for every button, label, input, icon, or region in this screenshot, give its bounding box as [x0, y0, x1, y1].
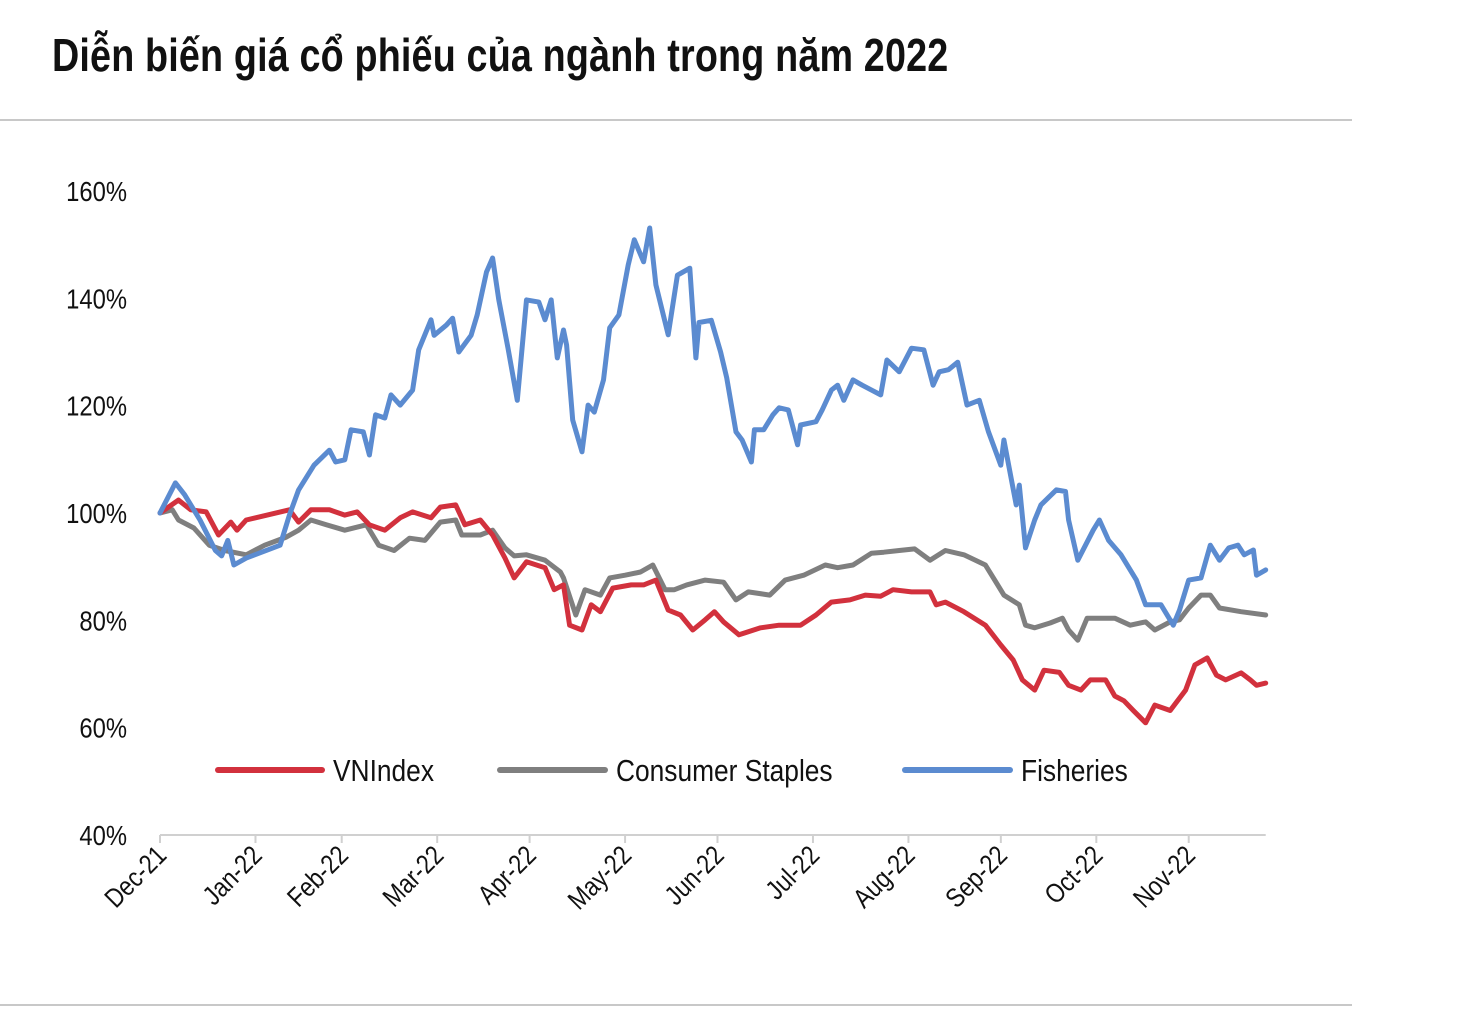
x-tick-label: Mar-22	[377, 840, 450, 913]
x-tick-label: Aug-22	[847, 840, 921, 914]
x-tick-label: Feb-22	[282, 840, 355, 913]
y-tick-label: 80%	[79, 604, 127, 636]
y-tick-label: 60%	[79, 712, 127, 744]
legend-label: VNIndex	[333, 754, 435, 788]
y-tick-label: 160%	[66, 175, 127, 207]
x-tick-label: Sep-22	[940, 840, 1014, 914]
y-axis: 40% 60% 80% 100% 120% 140% 160%	[66, 175, 127, 851]
x-tick-label: Oct-22	[1039, 840, 1109, 910]
bottom-divider	[0, 1004, 1352, 1006]
x-tick-label: Jul-22	[760, 840, 826, 906]
series-lines	[157, 225, 1269, 726]
y-tick-label: 100%	[66, 497, 127, 529]
chart-title: Diễn biến giá cổ phiếu của ngành trong n…	[52, 29, 949, 81]
series-line-vnindex	[157, 497, 1269, 726]
series-line-fisheries	[157, 225, 1269, 628]
y-tick-label: 140%	[66, 282, 127, 314]
y-tick-label: 120%	[66, 390, 127, 422]
legend: VNIndex Consumer Staples Fisheries	[215, 754, 1128, 789]
x-tick-label: Nov-22	[1128, 840, 1202, 914]
legend-label: Fisheries	[1021, 754, 1128, 788]
y-tick-label: 40%	[79, 819, 127, 851]
x-tick-label: Apr-22	[472, 840, 542, 910]
series-line-consumer-staples	[157, 507, 1269, 643]
x-axis: Dec-21 Jan-22 Feb-22 Mar-22 Apr-22 May-22 Jun-…	[99, 834, 1266, 916]
x-tick-label: Jan-22	[197, 840, 268, 911]
x-tick-label: Jun-22	[659, 840, 730, 911]
legend-label: Consumer Staples	[616, 754, 833, 788]
top-divider	[0, 119, 1352, 121]
x-tick-label: May-22	[562, 840, 637, 915]
